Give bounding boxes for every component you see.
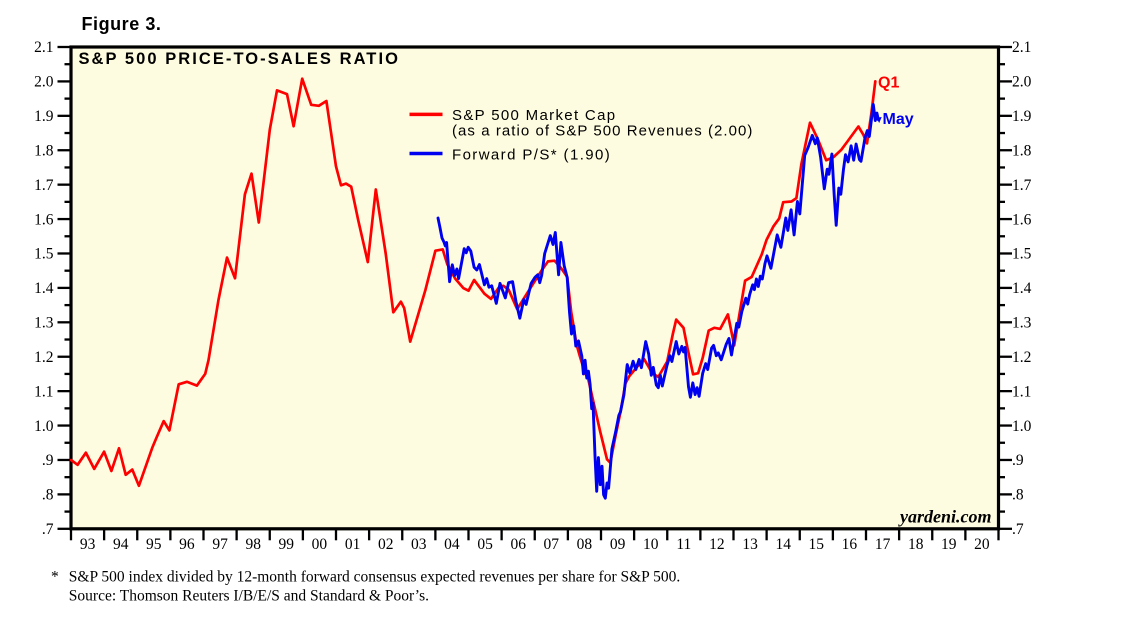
svg-text:07: 07 (544, 536, 560, 553)
svg-text:13: 13 (742, 536, 758, 553)
svg-text:Forward P/S* (1.90): Forward P/S* (1.90) (452, 147, 611, 164)
svg-text:2.0: 2.0 (1012, 74, 1032, 91)
svg-text:1.2: 1.2 (1012, 349, 1031, 366)
svg-text:97: 97 (212, 536, 228, 553)
svg-text:1.3: 1.3 (1012, 315, 1032, 332)
svg-text:99: 99 (279, 536, 295, 553)
svg-text:1.0: 1.0 (1012, 418, 1032, 435)
svg-text:95: 95 (146, 536, 162, 553)
svg-text:1.4: 1.4 (1012, 280, 1032, 297)
svg-text:1.5: 1.5 (34, 246, 54, 263)
svg-text:09: 09 (610, 536, 626, 553)
svg-text:2.1: 2.1 (1012, 39, 1031, 56)
svg-text:18: 18 (908, 536, 924, 553)
svg-text:15: 15 (809, 536, 825, 553)
svg-text:1.9: 1.9 (34, 108, 54, 125)
svg-text:1.2: 1.2 (34, 349, 53, 366)
svg-text:04: 04 (444, 536, 460, 553)
svg-text:94: 94 (113, 536, 129, 553)
svg-text:06: 06 (510, 536, 526, 553)
svg-text:Source: Thomson Reuters I/B/E/: Source: Thomson Reuters I/B/E/S and Stan… (69, 588, 429, 605)
svg-text:.9: .9 (42, 452, 54, 469)
svg-text:1.8: 1.8 (1012, 142, 1032, 159)
svg-text:05: 05 (477, 536, 493, 553)
svg-text:19: 19 (941, 536, 957, 553)
svg-text:.7: .7 (1012, 521, 1024, 538)
svg-text:98: 98 (245, 536, 261, 553)
svg-text:1.1: 1.1 (34, 383, 53, 400)
svg-text:1.3: 1.3 (34, 315, 54, 332)
svg-text:16: 16 (842, 536, 858, 553)
svg-text:00: 00 (312, 536, 328, 553)
svg-text:(as a ratio of S&P 500 Revenue: (as a ratio of S&P 500 Revenues (2.00) (452, 122, 753, 139)
svg-text:.8: .8 (42, 487, 54, 504)
svg-text:1.9: 1.9 (1012, 108, 1032, 125)
svg-text:*: * (51, 568, 59, 585)
svg-text:11: 11 (676, 536, 691, 553)
svg-text:12: 12 (709, 536, 725, 553)
svg-text:02: 02 (378, 536, 394, 553)
svg-text:S&P 500 Market Cap: S&P 500 Market Cap (452, 107, 616, 124)
svg-text:1.7: 1.7 (34, 177, 54, 194)
svg-text:20: 20 (974, 536, 990, 553)
svg-text:01: 01 (345, 536, 361, 553)
svg-text:.7: .7 (42, 521, 54, 538)
svg-text:17: 17 (875, 536, 891, 553)
svg-text:1.0: 1.0 (34, 418, 54, 435)
svg-text:1.6: 1.6 (34, 211, 54, 228)
svg-text:Figure 3.: Figure 3. (82, 14, 162, 34)
svg-text:1.7: 1.7 (1012, 177, 1032, 194)
svg-text:Q1: Q1 (878, 75, 899, 92)
svg-text:1.8: 1.8 (34, 142, 54, 159)
svg-text:1.5: 1.5 (1012, 246, 1032, 263)
svg-text:May: May (883, 111, 914, 128)
svg-text:1.6: 1.6 (1012, 211, 1032, 228)
svg-text:1.1: 1.1 (1012, 383, 1031, 400)
svg-text:03: 03 (411, 536, 427, 553)
svg-text:2.1: 2.1 (34, 39, 53, 56)
svg-text:93: 93 (80, 536, 96, 553)
svg-text:.8: .8 (1012, 487, 1024, 504)
svg-text:yardeni.com: yardeni.com (898, 507, 992, 527)
svg-text:14: 14 (775, 536, 791, 553)
svg-text:S&P 500 index divided by 12-mo: S&P 500 index divided by 12-month forwar… (69, 568, 680, 585)
svg-text:2.0: 2.0 (34, 74, 54, 91)
svg-text:1.4: 1.4 (34, 280, 54, 297)
svg-text:10: 10 (643, 536, 659, 553)
svg-text:08: 08 (577, 536, 593, 553)
svg-text:96: 96 (179, 536, 195, 553)
svg-text:S&P 500 PRICE-TO-SALES RATIO: S&P 500 PRICE-TO-SALES RATIO (79, 50, 400, 68)
svg-text:.9: .9 (1012, 452, 1024, 469)
